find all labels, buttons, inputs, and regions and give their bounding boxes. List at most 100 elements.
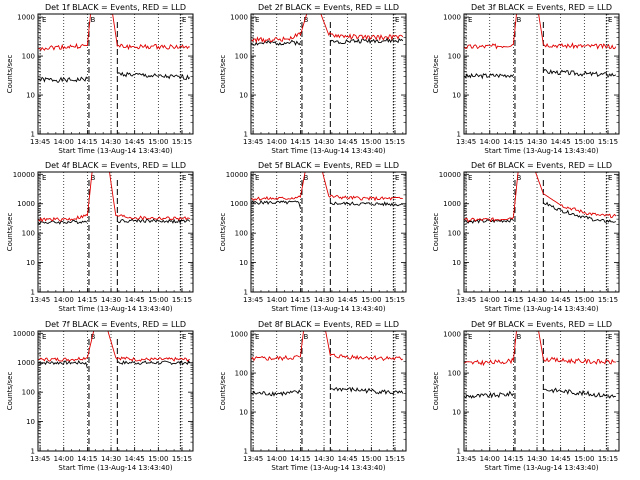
series-line-lld [464, 330, 616, 367]
plot-frame [463, 13, 620, 135]
series-line-events [38, 359, 191, 369]
x-tick-label: 15:00 [361, 138, 381, 146]
x-tick-label: 14:30 [101, 296, 121, 304]
x-tick-label: 14:00 [480, 296, 500, 304]
x-tick-label: 14:30 [314, 138, 334, 146]
x-tick-label: 14:45 [125, 455, 145, 463]
y-tick-label: 10000 [13, 330, 35, 338]
y-tick-label: 1 [31, 289, 35, 297]
series-line-events [251, 199, 403, 209]
panel-title: Det 5f BLACK = Events, RED = LLD [258, 161, 399, 170]
panel-title: Det 7f BLACK = Events, RED = LLD [45, 320, 186, 329]
plot-frame [463, 330, 620, 452]
segment-label: E [468, 16, 472, 24]
segment-label: E [255, 16, 259, 24]
panel-7: Det 7f BLACK = Events, RED = LLD 1 10 100 10… [6, 320, 194, 472]
x-axis-label: Start Time (13-Aug-14 13:43:40) [271, 464, 385, 472]
x-tick-label: 15:00 [361, 296, 381, 304]
x-tick-label: 14:30 [527, 296, 547, 304]
x-tick-label: 14:30 [314, 296, 334, 304]
x-tick-label: 13:45 [243, 455, 263, 463]
panel-9: Det 9f BLACK = Events, RED = LLD 1 10 100 10… [432, 320, 620, 472]
x-tick-label: 14:30 [527, 138, 547, 146]
y-tick-label: 10 [26, 418, 35, 426]
y-tick-label: 1000 [17, 200, 35, 208]
x-tick-label: 15:15 [598, 138, 618, 146]
x-tick-label: 14:00 [54, 138, 74, 146]
segment-label: E [395, 16, 399, 24]
x-tick-label: 15:00 [148, 455, 168, 463]
x-tick-label: 14:00 [480, 138, 500, 146]
x-axis-label: Start Time (13-Aug-14 13:43:40) [58, 147, 172, 155]
x-tick-label: 15:00 [361, 455, 381, 463]
x-tick-label: 14:15 [503, 138, 523, 146]
x-tick-label: 15:15 [172, 296, 192, 304]
y-tick-label: 1000 [230, 200, 248, 208]
segment-label: B [304, 16, 309, 24]
plot-frame [463, 171, 620, 293]
x-tick-label: 15:15 [385, 296, 405, 304]
y-tick-label: 10 [26, 92, 35, 100]
series-line-events [464, 68, 617, 80]
x-tick-label: 15:15 [385, 138, 405, 146]
x-tick-label: 14:00 [480, 455, 500, 463]
segment-label: E [608, 333, 612, 341]
x-tick-label: 15:00 [574, 138, 594, 146]
y-tick-label: 100 [448, 370, 461, 378]
y-tick-label: 1 [244, 289, 248, 297]
y-tick-label: 10 [452, 409, 461, 417]
segment-label: E [255, 333, 259, 341]
x-axis-label: Start Time (13-Aug-14 13:43:40) [58, 305, 172, 313]
x-axis-label: Start Time (13-Aug-14 13:43:40) [484, 147, 598, 155]
segment-label: E [608, 16, 612, 24]
y-tick-label: 1000 [230, 14, 248, 22]
panel-title: Det 8f BLACK = Events, RED = LLD [258, 320, 399, 329]
x-tick-label: 14:45 [551, 296, 571, 304]
x-tick-label: 14:45 [125, 296, 145, 304]
segment-label: E [395, 333, 399, 341]
segment-label: E [42, 174, 46, 182]
y-axis-label: Counts/sec [432, 213, 440, 252]
y-tick-label: 100 [235, 230, 248, 238]
panel-4: Det 4f BLACK = Events, RED = LLD 1 10 100 10… [6, 161, 194, 313]
series-line-lld [251, 330, 404, 362]
x-axis-label: Start Time (13-Aug-14 13:43:40) [58, 464, 172, 472]
y-tick-label: 1 [244, 448, 248, 456]
series-line-lld [251, 171, 403, 202]
x-tick-label: 13:45 [456, 138, 476, 146]
segment-label: E [42, 333, 46, 341]
x-tick-label: 14:15 [77, 138, 97, 146]
y-tick-label: 10 [452, 259, 461, 267]
y-tick-label: 1000 [443, 14, 461, 22]
y-tick-label: 100 [448, 53, 461, 61]
segment-label: B [91, 16, 96, 24]
segment-label: B [91, 174, 96, 182]
y-tick-label: 100 [235, 53, 248, 61]
plot-frame [37, 13, 194, 135]
y-axis-label: Counts/sec [432, 55, 440, 94]
segment-label: B [517, 16, 522, 24]
y-axis-label: Counts/sec [432, 372, 440, 411]
segment-label: B [517, 174, 522, 182]
x-tick-label: 14:30 [101, 138, 121, 146]
x-tick-label: 14:45 [551, 455, 571, 463]
y-tick-label: 10000 [439, 171, 461, 179]
x-tick-label: 15:00 [148, 296, 168, 304]
x-tick-label: 14:15 [503, 455, 523, 463]
series-line-events [464, 387, 616, 399]
y-tick-label: 100 [448, 230, 461, 238]
x-tick-label: 15:15 [385, 455, 405, 463]
series-line-lld [464, 13, 617, 50]
x-tick-label: 14:15 [503, 296, 523, 304]
y-tick-label: 10 [239, 409, 248, 417]
segment-label: E [255, 174, 259, 182]
x-tick-label: 15:15 [172, 138, 192, 146]
segment-label: B [91, 333, 96, 341]
y-tick-label: 100 [22, 389, 35, 397]
segment-label: B [304, 174, 309, 182]
segment-label: E [182, 333, 186, 341]
segment-label: E [182, 16, 186, 24]
plot-frame [37, 330, 194, 452]
series-line-lld [38, 13, 190, 51]
